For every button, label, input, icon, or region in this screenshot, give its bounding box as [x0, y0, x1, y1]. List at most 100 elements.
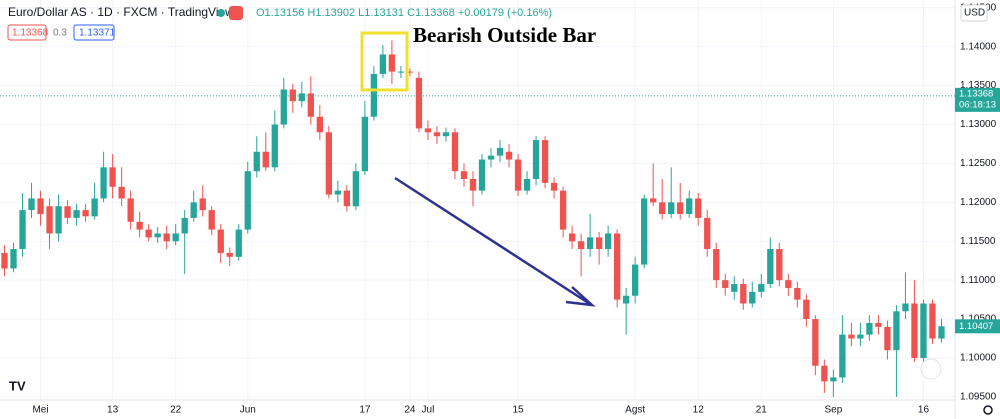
- candle-body: [64, 206, 71, 218]
- symbol-label: Euro/Dollar AS · 1D · FXCM · TradingView: [8, 5, 234, 19]
- x-tick-label: 12: [693, 405, 705, 416]
- annotation: Bearish Outside Bar: [413, 23, 596, 47]
- logo: TV: [9, 378, 26, 393]
- highlight-box: [360, 31, 409, 92]
- candle-body: [334, 190, 342, 195]
- x-tick-label: 24: [404, 405, 416, 416]
- candle-body: [938, 326, 945, 339]
- ask[interactable]: 1.13371: [79, 28, 116, 39]
- candle-body: [929, 303, 936, 339]
- y-tick-label: 1.14000: [960, 41, 997, 52]
- status-dot: [217, 9, 225, 17]
- candle-body: [388, 54, 396, 72]
- candle-body: [632, 264, 639, 296]
- candle-body: [785, 280, 792, 288]
- candle-body: [920, 303, 927, 358]
- candle-body: [19, 210, 26, 250]
- x-tick-label: Jun: [240, 405, 256, 416]
- candle-body: [821, 365, 828, 382]
- arrow-head: [565, 286, 596, 307]
- x-tick-label: 13: [107, 405, 119, 416]
- candle-body: [668, 202, 675, 215]
- candle-body: [289, 89, 296, 102]
- candle-body: [839, 334, 846, 378]
- scroll-button[interactable]: [920, 358, 942, 380]
- y-tick-label: 1.12500: [960, 158, 997, 169]
- candle-body: [695, 198, 702, 218]
- candle-body: [127, 198, 134, 222]
- candle-body: [199, 198, 206, 211]
- candle-body: [731, 284, 738, 292]
- ohlc-label: O1.13156 H1.13902 L1.13131 C1.13368 +0.0…: [256, 7, 552, 19]
- candle-body: [550, 182, 558, 191]
- candle-body: [704, 217, 711, 250]
- candle-body: [451, 132, 459, 172]
- candle-body: [442, 132, 450, 137]
- bid[interactable]: 1.13368: [12, 28, 49, 39]
- candle-body: [37, 198, 44, 215]
- candle-body: [830, 377, 837, 382]
- candle-body: [397, 71, 405, 73]
- candle-body: [641, 198, 648, 265]
- candle-body: [740, 284, 747, 304]
- candle-body: [532, 140, 540, 179]
- currency[interactable]: USD: [964, 8, 985, 19]
- candle-body: [776, 249, 783, 281]
- candle-body: [172, 233, 179, 242]
- candle-body: [325, 132, 332, 195]
- candle-body: [1, 252, 8, 269]
- candle-body: [154, 233, 161, 238]
- candle-body: [866, 322, 873, 335]
- currency-box[interactable]: [960, 4, 988, 22]
- ask-box[interactable]: [73, 24, 115, 41]
- price-label-box: [955, 87, 1000, 112]
- candle-body: [28, 198, 35, 211]
- candle-body: [794, 287, 801, 300]
- candle-body: [487, 155, 495, 160]
- x-tick-label: Mei: [32, 405, 48, 416]
- candle-body: [226, 252, 233, 257]
- candle-body: [190, 202, 197, 218]
- candle-body: [118, 186, 125, 199]
- candle-body: [91, 198, 98, 217]
- candle-body: [415, 77, 423, 129]
- candle-body: [541, 140, 549, 183]
- candle-body: [298, 93, 305, 102]
- candle-body: [514, 159, 522, 191]
- x-tick-label: 15: [512, 405, 524, 416]
- candle-body: [73, 210, 80, 218]
- y-tick-label: 1.10500: [960, 314, 997, 325]
- candle-body: [595, 237, 603, 250]
- y-tick-label: 1.11500: [960, 236, 996, 247]
- candle-body: [496, 147, 504, 156]
- market-icon: [229, 6, 243, 20]
- settings-button[interactable]: [983, 405, 993, 415]
- bid-box[interactable]: [7, 24, 47, 41]
- candle-body: [902, 303, 909, 312]
- candle-body: [271, 124, 278, 168]
- candle-body: [145, 229, 152, 238]
- grid: [0, 0, 955, 400]
- x-tick-label: 17: [359, 405, 371, 416]
- candle-body: [406, 71, 414, 73]
- x-tick-label: 16: [918, 405, 930, 416]
- candle-body: [163, 233, 170, 242]
- candle-body: [343, 190, 351, 207]
- candle-body: [253, 151, 260, 172]
- candle-body: [857, 334, 864, 339]
- candle-body: [749, 291, 756, 304]
- candle-body: [262, 151, 269, 168]
- candle-body: [316, 116, 323, 133]
- candle-body: [713, 249, 720, 281]
- x-tick-label: 21: [756, 405, 768, 416]
- candle-body: [586, 237, 594, 250]
- y-tick-label: 1.13500: [960, 80, 997, 91]
- candle-body: [100, 167, 107, 199]
- candle-body: [379, 54, 387, 74]
- price-label: 1.13368: [959, 88, 993, 99]
- candle-body: [370, 73, 378, 117]
- candle-body: [469, 178, 477, 191]
